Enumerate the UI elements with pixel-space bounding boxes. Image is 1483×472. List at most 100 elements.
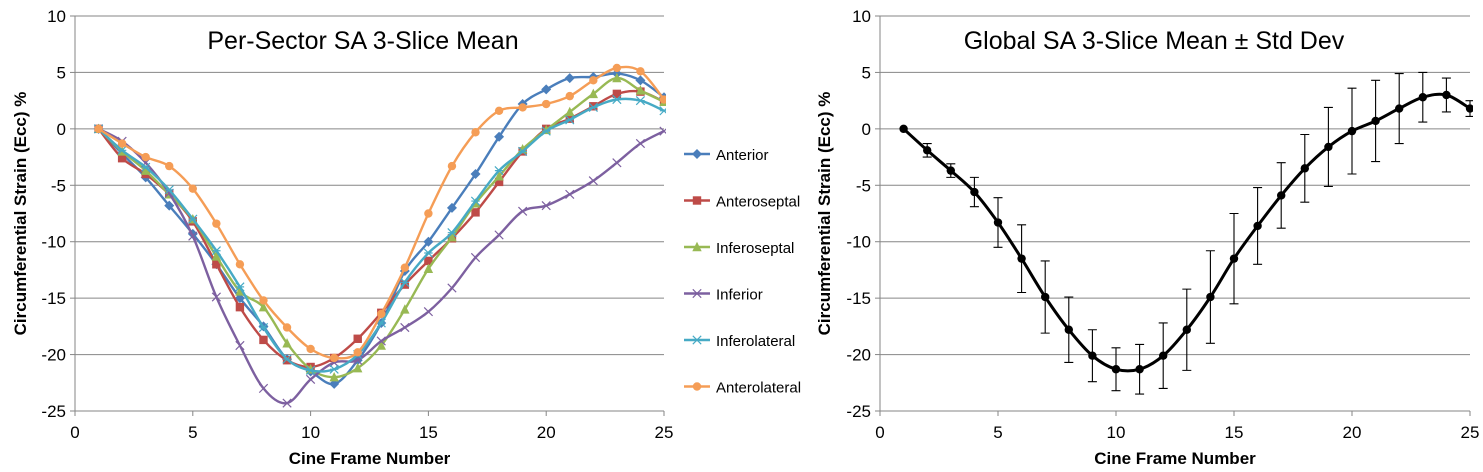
data-point [117,145,127,155]
y-tick-label: 5 [57,63,66,82]
data-point [306,344,315,354]
data-point [329,378,340,389]
y-tick-label: -20 [846,346,871,365]
data-point [1111,365,1121,374]
data-point [376,340,386,350]
data-point [188,231,198,241]
data-point [188,184,197,193]
data-point [518,146,528,157]
data-point [588,176,598,186]
x-tick-label: 25 [1461,423,1480,442]
data-point [282,323,292,332]
data-point [1229,254,1239,263]
data-point [494,106,504,116]
data-point [659,95,666,104]
plot-area [899,71,1473,395]
data-point [258,383,269,394]
data-point [259,335,268,345]
data-point [542,99,551,109]
data-point [541,126,551,136]
data-point [1277,191,1286,200]
data-point [235,286,245,296]
data-point [141,162,151,172]
data-point [612,94,622,105]
x-tick-label: 5 [188,423,197,442]
y-tick-label: -10 [41,233,66,252]
data-point [565,91,574,101]
x-tick-label: 15 [419,423,438,442]
data-point [1135,365,1144,374]
x-tick-label: 20 [1343,423,1362,442]
data-point [1465,104,1473,113]
x-axis-title: Cine Frame Number [289,449,451,468]
data-point [259,296,268,305]
chart-title: Global SA 3-Slice Mean ± Std Dev [964,27,1345,55]
series-line-4 [97,97,665,373]
data-point [1347,126,1357,136]
data-point [376,336,386,346]
x-tick-label: 25 [655,423,674,442]
data-point [1206,292,1215,302]
legend-label: Inferoseptal [716,240,794,257]
data-point [1442,90,1451,100]
legend-marker [692,196,702,205]
data-point [612,89,622,99]
data-point [423,263,434,273]
data-point [471,208,480,217]
data-point [329,371,339,382]
data-point [423,236,434,247]
data-point [494,230,504,240]
data-point [541,200,551,211]
data-point [541,84,552,95]
data-point [282,354,292,364]
data-point [565,115,575,125]
series-line-2 [97,76,665,379]
data-point [635,96,646,106]
data-point [329,353,339,363]
data-point [423,307,434,317]
data-point [447,283,457,293]
data-point [635,138,646,149]
y-tick-label: 0 [57,120,66,139]
data-point [117,139,127,148]
data-point [447,161,457,171]
data-point [494,171,504,181]
legend-marker [692,149,702,159]
data-point [400,304,410,314]
y-tick-label: 5 [862,63,871,82]
data-point [612,72,622,83]
data-point [494,177,504,187]
legend-label: Inferior [716,287,763,304]
data-point [424,256,433,266]
y-tick-label: 10 [852,7,871,26]
x-tick-label: 10 [301,423,320,442]
data-point [400,322,410,333]
y-tick-label: -15 [846,289,871,308]
data-point [423,248,434,258]
data-point [471,128,480,137]
y-tick-label: -10 [846,233,871,252]
legend-label: Anterior [716,147,769,164]
y-tick-label: -5 [856,176,871,195]
data-point [117,154,127,163]
data-point [636,67,645,76]
data-point [970,187,979,197]
data-point [1064,325,1074,334]
data-point [1371,116,1380,126]
y-tick-label: -15 [41,289,66,308]
data-point [635,75,646,86]
data-point [1159,351,1168,360]
x-tick-label: 0 [70,423,79,442]
series-line-3 [98,127,665,405]
data-point [211,292,221,302]
data-point [235,340,245,351]
data-point [140,165,151,175]
data-point [565,189,575,199]
data-point [494,131,505,142]
legend-marker [692,335,702,345]
data-point [1253,221,1262,231]
chart-title: Per-Sector SA 3-Slice Mean [207,27,518,55]
